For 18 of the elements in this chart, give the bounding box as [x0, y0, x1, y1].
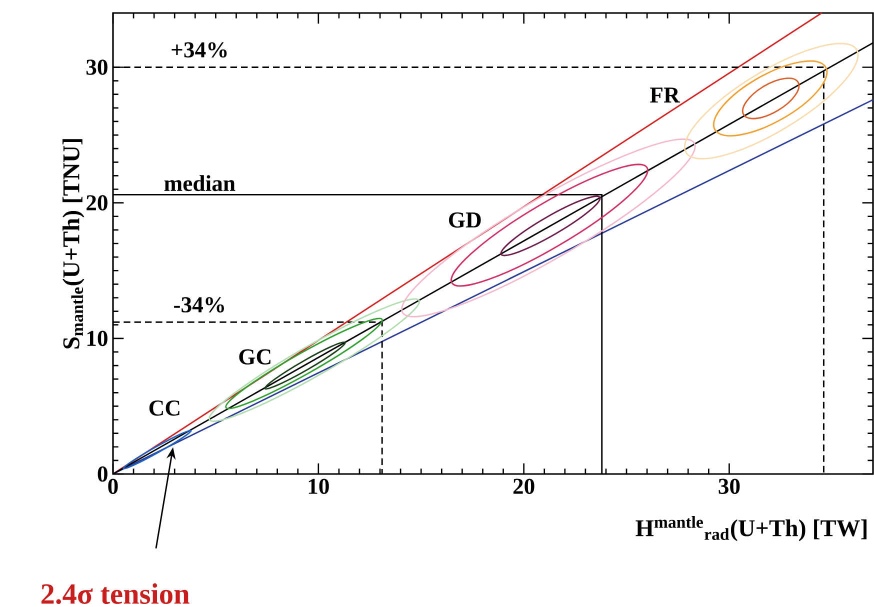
x-tick-label: 20 — [513, 478, 534, 494]
annotation: GC — [239, 349, 270, 365]
annotation: CC — [149, 400, 180, 416]
annotation: GD — [448, 212, 481, 228]
text: 2.4σ tension — [42, 583, 190, 604]
y-tick-label: 0 — [98, 466, 108, 482]
y-tick-label: 20 — [86, 195, 108, 210]
y-tick-label: 30 — [86, 60, 108, 75]
annotation: +34% — [172, 42, 227, 58]
x-axis-title: H$^{mantle}$$_{rad}$(U+Th) [TW] — [636, 516, 867, 542]
annotation: FR — [650, 88, 680, 102]
annotation: median — [164, 175, 236, 192]
y-axis-title: S$_{mantle}$(U+Th) [TNU] — [62, 139, 84, 348]
y-tick-label: 10 — [87, 330, 108, 346]
annotation: -34% — [174, 297, 224, 312]
x-tick-label: 0 — [108, 478, 118, 494]
x-tick-label: 30 — [718, 478, 740, 494]
x-tick-label: 10 — [308, 478, 329, 494]
